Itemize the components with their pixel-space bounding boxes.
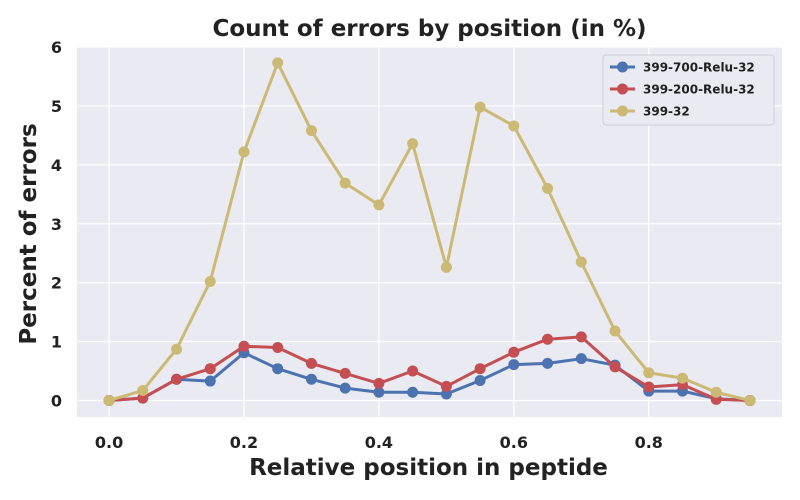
- data-point: [643, 381, 655, 393]
- series-399-32: [103, 57, 756, 407]
- legend-label: 399-32: [643, 105, 690, 119]
- data-point: [474, 374, 486, 386]
- y-tick-label: 1: [51, 333, 62, 352]
- data-point: [339, 367, 351, 379]
- legend-frame: [602, 54, 775, 126]
- y-tick-label: 4: [51, 156, 62, 175]
- data-point: [204, 363, 216, 375]
- data-point: [204, 275, 216, 287]
- x-axis-label: Relative position in peptide: [249, 455, 608, 481]
- data-point: [103, 395, 115, 407]
- data-point: [710, 386, 722, 398]
- data-point: [474, 363, 486, 375]
- data-point: [542, 357, 554, 369]
- legend-swatch-marker: [617, 61, 628, 73]
- data-point: [339, 382, 351, 394]
- series-layer: [103, 57, 756, 407]
- legend-label: 399-200-Relu-32: [643, 83, 755, 97]
- legend-item: 399-700-Relu-32: [610, 61, 755, 75]
- data-point: [440, 380, 452, 392]
- data-point: [407, 365, 419, 377]
- y-tick-label: 3: [51, 215, 62, 234]
- data-point: [305, 125, 317, 137]
- data-point: [305, 373, 317, 385]
- data-point: [508, 120, 520, 132]
- data-point: [204, 375, 216, 387]
- data-point: [609, 325, 621, 337]
- x-tick-label: 0.6: [500, 433, 528, 452]
- data-point: [272, 57, 284, 69]
- data-point: [137, 392, 149, 404]
- data-point: [609, 361, 621, 373]
- data-point: [575, 331, 587, 343]
- legend-label: 399-700-Relu-32: [643, 61, 755, 75]
- data-point: [339, 177, 351, 189]
- data-point: [575, 256, 587, 268]
- data-point: [440, 388, 452, 400]
- series-line: [108, 61, 751, 402]
- series-line: [108, 335, 751, 402]
- legend: 399-700-Relu-32 399-200-Relu-32 399-32: [602, 54, 775, 126]
- data-point: [373, 377, 385, 389]
- data-point: [272, 363, 284, 375]
- y-tick-label: 5: [51, 97, 62, 116]
- data-point: [508, 359, 520, 371]
- data-point: [171, 373, 183, 385]
- data-point: [407, 386, 419, 398]
- data-point: [643, 367, 655, 379]
- data-point: [508, 346, 520, 358]
- y-tick-label: 2: [51, 274, 62, 293]
- x-tick-label: 0.8: [635, 433, 663, 452]
- tick-labels: 0.0 0.2 0.4 0.6 0.8 0 1 2 3 4 5 6: [51, 38, 663, 452]
- data-point: [676, 372, 688, 384]
- data-point: [373, 386, 385, 398]
- data-point: [137, 384, 149, 396]
- series-line: [108, 351, 751, 402]
- data-point: [238, 146, 250, 158]
- data-point: [407, 138, 419, 150]
- x-tick-label: 0.0: [95, 433, 123, 452]
- data-point: [171, 343, 183, 355]
- legend-swatch-marker: [617, 105, 628, 117]
- legend-swatch-marker: [617, 83, 628, 95]
- data-point: [744, 395, 756, 407]
- data-point: [542, 182, 554, 194]
- data-point: [575, 353, 587, 365]
- data-point: [542, 333, 554, 345]
- data-point: [474, 101, 486, 113]
- data-point: [272, 341, 284, 353]
- y-tick-label: 6: [51, 38, 62, 57]
- chart-title: Count of errors by position (in %): [212, 16, 646, 42]
- legend-item: 399-32: [610, 105, 690, 119]
- x-tick-label: 0.4: [365, 433, 393, 452]
- data-point: [238, 340, 250, 352]
- data-point: [305, 357, 317, 369]
- data-point: [440, 261, 452, 273]
- y-tick-label: 0: [51, 392, 62, 411]
- data-point: [373, 199, 385, 211]
- y-axis-label: Percent of errors: [16, 123, 42, 344]
- legend-item: 399-200-Relu-32: [610, 83, 755, 97]
- x-tick-label: 0.2: [230, 433, 258, 452]
